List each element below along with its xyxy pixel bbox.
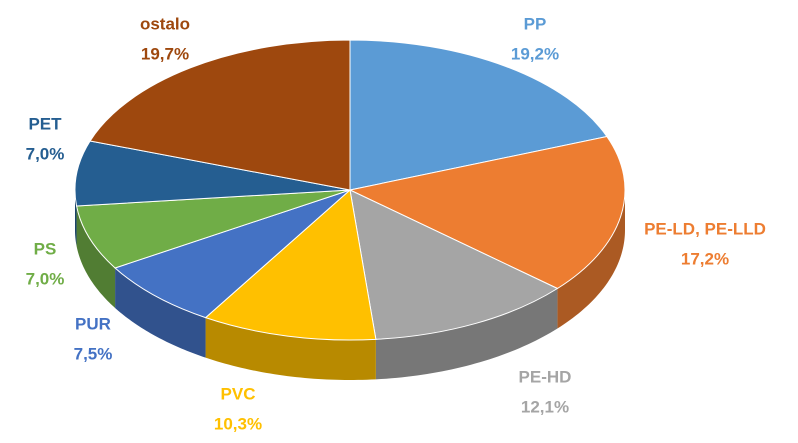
slice bbox=[349, 39, 608, 191]
slice-side bbox=[557, 190, 625, 329]
slice-label: PET bbox=[28, 114, 62, 133]
value-label: 10,3% bbox=[214, 414, 262, 433]
slice bbox=[74, 140, 351, 207]
value-label: 19,7% bbox=[141, 44, 189, 63]
value-label: 12,1% bbox=[521, 397, 569, 416]
slice-label: PVC bbox=[221, 384, 256, 403]
slice-side bbox=[76, 205, 116, 308]
value-label: 7,0% bbox=[26, 144, 65, 163]
slice bbox=[348, 135, 626, 290]
slice-label: PS bbox=[34, 239, 57, 258]
slice bbox=[114, 189, 351, 319]
slice-label: PP bbox=[524, 14, 547, 33]
value-label: 7,5% bbox=[74, 344, 113, 363]
slice-side bbox=[115, 267, 206, 358]
value-label: 7,0% bbox=[26, 269, 65, 288]
slice bbox=[204, 189, 377, 341]
slice bbox=[89, 39, 351, 191]
slice-side bbox=[205, 317, 376, 380]
slice-label: ostalo bbox=[140, 14, 190, 33]
slice-label: PUR bbox=[75, 314, 111, 333]
value-label: 19,2% bbox=[511, 44, 559, 63]
value-label: 17,2% bbox=[681, 249, 729, 268]
slice-label: PE-HD bbox=[519, 367, 572, 386]
slice-label: PE-LD, PE-LLD bbox=[644, 219, 766, 238]
slice bbox=[349, 189, 559, 340]
slice bbox=[75, 189, 351, 269]
